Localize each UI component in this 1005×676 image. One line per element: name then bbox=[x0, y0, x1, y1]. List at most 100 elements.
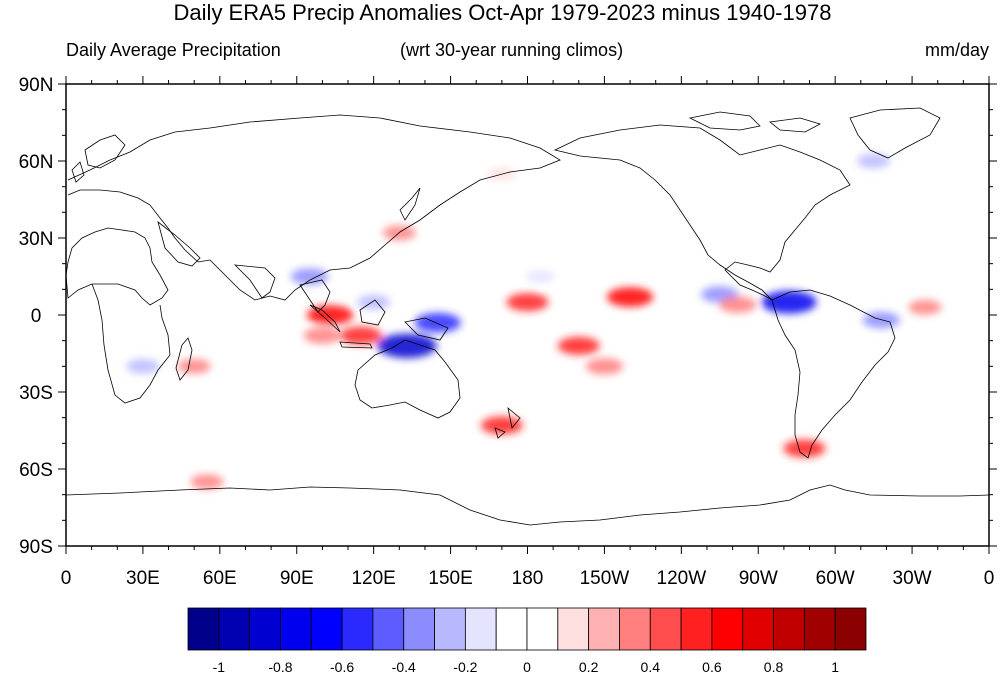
lon-tick-label: 120W bbox=[657, 568, 707, 589]
colorbar-swatch bbox=[218, 607, 251, 651]
anomaly-patch-24 bbox=[190, 474, 224, 490]
coastline-borneo bbox=[359, 299, 386, 326]
anomaly-patch-5 bbox=[414, 312, 461, 333]
anomaly-patch-15 bbox=[908, 299, 942, 315]
colorbar-label: 0.4 bbox=[641, 659, 661, 675]
anomaly-patch-0 bbox=[306, 305, 354, 325]
lon-tick-label: 0 bbox=[984, 568, 995, 589]
colorbar-swatch bbox=[557, 607, 590, 651]
coastline-south-america bbox=[771, 289, 896, 459]
coastline-japan bbox=[399, 187, 421, 221]
anomaly-patch-22 bbox=[857, 153, 891, 169]
colorbar-label: -0.6 bbox=[330, 659, 354, 675]
colorbar: -1 -0.8 -0.6 -0.4 -0.2 0 0.2 0.4 0.6 0.8 1 bbox=[187, 607, 867, 675]
coastline-uk bbox=[71, 161, 85, 183]
anomaly-patch-19 bbox=[177, 358, 211, 374]
colorbar-swatch bbox=[187, 607, 220, 651]
colorbar-label: 0.6 bbox=[702, 659, 722, 675]
coastline-arabia bbox=[157, 220, 201, 267]
chart-title: Daily ERA5 Precip Anomalies Oct-Apr 1979… bbox=[173, 0, 832, 25]
coastline-greenland bbox=[849, 107, 941, 159]
lat-tick-label: 90S bbox=[19, 537, 53, 558]
colorbar-swatch bbox=[434, 607, 466, 651]
colorbar-swatch bbox=[680, 607, 713, 651]
lat-tick-label: 0 bbox=[31, 306, 42, 327]
lon-tick-label: 180 bbox=[512, 568, 544, 589]
coastline-north-america bbox=[553, 124, 851, 301]
coastlines bbox=[66, 107, 989, 526]
anomaly-patch-10 bbox=[761, 290, 817, 314]
lon-tick-label: 90E bbox=[280, 568, 314, 589]
colorbar-swatch bbox=[341, 607, 374, 651]
anomaly-patch-13 bbox=[585, 358, 624, 375]
anomaly-patch-16 bbox=[783, 439, 826, 458]
coastline-sumatra bbox=[309, 304, 341, 333]
coastline-madagascar bbox=[175, 337, 193, 381]
anomaly-patch-3 bbox=[357, 294, 391, 310]
lat-tick-label: 60S bbox=[19, 460, 53, 481]
colorbar-swatch bbox=[742, 607, 774, 651]
lat-tick-label: 30S bbox=[19, 383, 53, 404]
lat-tick-label: 90N bbox=[19, 75, 54, 96]
colorbar-label: -0.8 bbox=[268, 659, 292, 675]
lon-tick-label: 60E bbox=[203, 568, 237, 589]
anomaly-patch-11 bbox=[718, 296, 757, 313]
lon-tick-label: 30W bbox=[893, 568, 932, 589]
colorbar-label: 0.8 bbox=[764, 659, 784, 675]
colorbar-swatch bbox=[495, 607, 528, 651]
coastline-indochina bbox=[299, 279, 331, 313]
lon-tick-label: 60W bbox=[816, 568, 855, 589]
colorbar-swatch bbox=[773, 607, 805, 651]
colorbar-swatch bbox=[588, 607, 620, 651]
colorbar-swatch bbox=[280, 607, 312, 651]
colorbar-swatch bbox=[372, 607, 405, 651]
coastline-india bbox=[233, 264, 276, 299]
anomaly-patch-18 bbox=[126, 358, 160, 374]
colorbar-swatch bbox=[464, 607, 497, 651]
colorbar-label: 1 bbox=[831, 659, 839, 675]
colorbar-swatch bbox=[249, 607, 281, 651]
colorbar-swatch bbox=[649, 607, 682, 651]
anomaly-patch-8 bbox=[606, 287, 654, 307]
colorbar-swatch bbox=[834, 607, 867, 651]
colorbar-label: -0.2 bbox=[453, 659, 477, 675]
coastline-eurasia bbox=[67, 114, 561, 301]
colorbar-label: 0.2 bbox=[579, 659, 599, 675]
anomaly-patch-1 bbox=[339, 326, 382, 345]
lon-tick-label: 30E bbox=[126, 568, 160, 589]
left-subtitle: Daily Average Precipitation bbox=[66, 40, 281, 60]
anomaly-patch-17 bbox=[480, 416, 523, 435]
anomaly-patch-4 bbox=[290, 268, 329, 285]
colorbar-label: -0.4 bbox=[392, 659, 416, 675]
lon-tick-label: 120E bbox=[351, 568, 395, 589]
colorbar-label: -1 bbox=[213, 659, 226, 675]
coastline-new-guinea bbox=[404, 317, 449, 341]
lat-tick-label: 60N bbox=[19, 152, 54, 173]
coastline-africa bbox=[66, 227, 169, 306]
coastline-south-africa bbox=[91, 283, 171, 404]
lon-tick-label: 150W bbox=[580, 568, 630, 589]
lat-tick-label: 30N bbox=[19, 229, 54, 250]
coastline-antarctica bbox=[66, 484, 989, 526]
axis-ticks: 90N 60N 30N 0 30S 60S 90S 0 30E 60E 90E 120E 150E 180… bbox=[19, 75, 997, 589]
anomaly-patch-7 bbox=[506, 293, 549, 312]
anomaly-patch-20 bbox=[525, 269, 555, 284]
anomaly-patch-2 bbox=[303, 327, 342, 344]
lon-tick-label: 90W bbox=[739, 568, 778, 589]
lon-tick-label: 150E bbox=[428, 568, 472, 589]
colorbar-swatch bbox=[711, 607, 744, 651]
coastline-java bbox=[339, 341, 373, 349]
anomaly-patch-12 bbox=[557, 336, 600, 355]
coastline-new-zealand bbox=[494, 406, 521, 439]
anomaly-field bbox=[126, 153, 942, 490]
units-label: mm/day bbox=[924, 40, 989, 60]
coastline-arctic-islands bbox=[688, 111, 822, 133]
center-subtitle: (wrt 30-year running climos) bbox=[400, 40, 624, 60]
anomaly-patch-6 bbox=[377, 333, 437, 358]
lon-tick-label: 0 bbox=[61, 568, 72, 589]
colorbar-label: 0 bbox=[523, 659, 531, 675]
colorbar-swatch bbox=[310, 607, 343, 651]
colorbar-swatch bbox=[403, 607, 435, 651]
colorbar-swatch bbox=[803, 607, 836, 651]
